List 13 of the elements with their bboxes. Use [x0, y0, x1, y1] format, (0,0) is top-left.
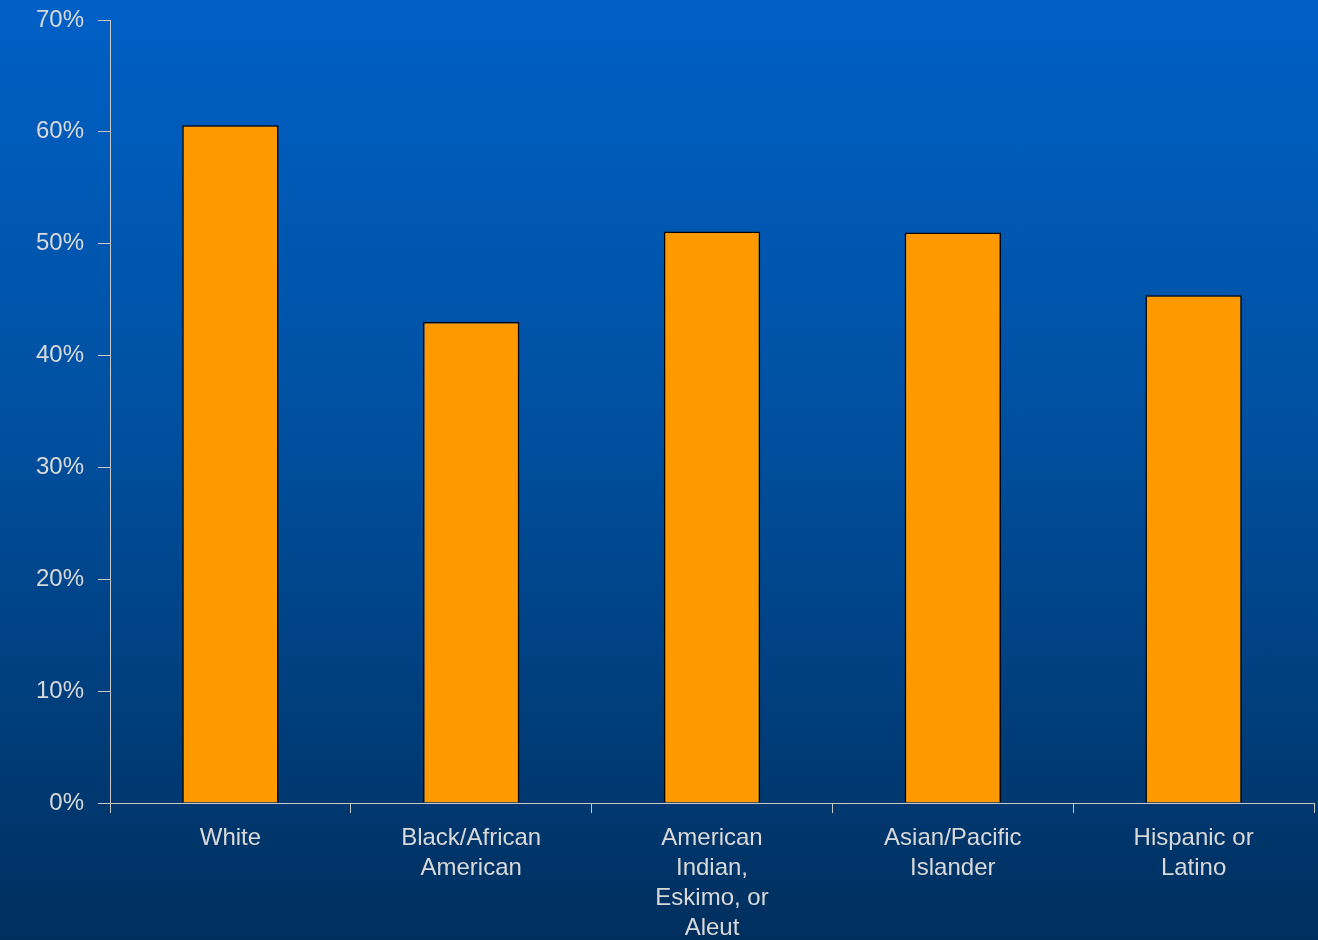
x-tick-label: Black/African American — [401, 822, 542, 880]
x-tick-label: Hispanic or Latino — [1133, 822, 1254, 880]
y-tick-label: 50% — [35, 228, 84, 256]
x-tick-label: White — [199, 822, 262, 850]
x-tick-label: Asian/Pacific Islander — [884, 822, 1022, 880]
y-tick-label: 30% — [35, 452, 84, 480]
y-tick-label: 60% — [35, 116, 84, 144]
x-tick-label: American Indian, Eskimo, or Aleut — [655, 822, 769, 940]
y-tick-label: 20% — [35, 563, 84, 591]
y-tick-label: 40% — [35, 340, 84, 368]
y-tick-label: 0% — [49, 787, 84, 815]
y-tick-label: 10% — [35, 675, 84, 703]
y-tick-label: 70% — [35, 4, 84, 32]
